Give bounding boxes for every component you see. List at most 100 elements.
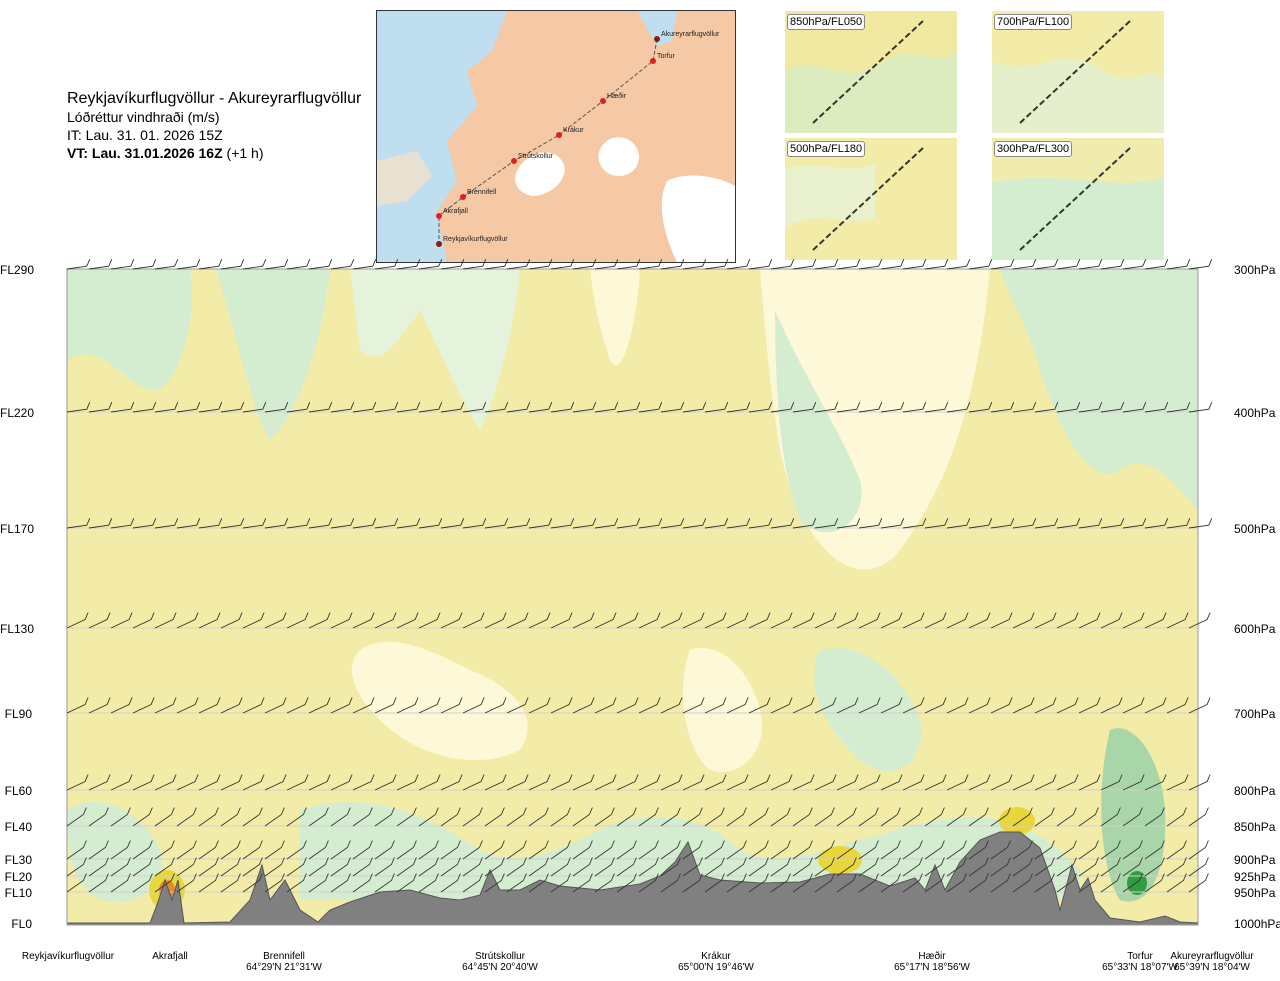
wind-barb <box>924 697 947 714</box>
map-place-marker <box>556 132 562 138</box>
wind-barb <box>440 857 461 877</box>
wind-barb <box>374 697 397 714</box>
wind-barb <box>902 518 927 529</box>
wind-barb <box>858 807 879 827</box>
wind-barb <box>88 402 113 413</box>
cross-section-chart <box>66 259 1213 926</box>
wind-barb <box>660 857 681 877</box>
map-place-label: Krákur <box>563 127 584 134</box>
wind-barb <box>616 873 637 893</box>
wind-barb <box>1122 402 1147 413</box>
wind-barb <box>924 612 947 629</box>
wind-barb <box>1166 774 1189 791</box>
panel-500-route <box>812 147 924 251</box>
fl-label-130: FL130 <box>0 622 35 636</box>
wind-barb <box>242 873 263 893</box>
wind-barb <box>550 774 573 791</box>
wind-barb <box>836 857 857 877</box>
wind-barb <box>462 774 485 791</box>
wind-barb <box>66 774 89 791</box>
wind-barb <box>594 402 619 413</box>
panel-300: 300hPa/FL300 <box>992 138 1164 260</box>
map-route-group: Akureyrarflugvöllur Torfur Hæðir Krákur Strú… <box>436 31 720 247</box>
wind-barb <box>176 774 199 791</box>
wind-barb <box>1056 518 1081 529</box>
wind-barb <box>990 857 1011 877</box>
wind-barb <box>1078 873 1099 893</box>
wind-barb <box>1034 807 1055 827</box>
wind-barb <box>572 857 593 877</box>
wind-barb <box>528 840 549 860</box>
wind-barb <box>1012 840 1033 860</box>
wind-barb <box>792 402 817 413</box>
wind-barb <box>550 857 571 877</box>
fl-label-220: FL220 <box>0 406 35 420</box>
wind-barb <box>1166 518 1191 529</box>
field-region <box>775 310 862 533</box>
wind-barb <box>550 259 575 270</box>
wind-barb <box>418 807 439 827</box>
location-coord: 64°45'N 20°40'W <box>462 962 538 973</box>
valid-time-offset: (+1 h) <box>222 145 264 161</box>
wind-barb <box>550 612 573 629</box>
wind-barb <box>682 840 703 860</box>
wind-barb <box>836 840 857 860</box>
wind-barb <box>176 259 201 270</box>
wind-barb <box>770 807 791 827</box>
wind-barb <box>308 807 329 827</box>
wind-barb <box>814 840 835 860</box>
wind-barb <box>396 840 417 860</box>
wind-barb <box>792 518 817 529</box>
wind-barb <box>352 873 373 893</box>
wind-barb <box>858 840 879 860</box>
wind-barb <box>880 774 903 791</box>
wind-barb <box>462 840 483 860</box>
wind-barb <box>1056 857 1077 877</box>
field-region <box>682 648 762 772</box>
wind-barb <box>418 697 441 714</box>
wind-barb <box>418 840 439 860</box>
field-region <box>67 269 192 391</box>
wind-barb <box>220 840 241 860</box>
wind-barb <box>1078 518 1103 529</box>
wind-barb <box>968 612 991 629</box>
wind-barb <box>264 857 285 877</box>
wind-barb <box>726 774 749 791</box>
wind-barb <box>880 857 901 877</box>
wind-barb <box>1034 697 1057 714</box>
field-region <box>818 846 862 874</box>
wind-barb <box>550 518 575 529</box>
wind-barb <box>1144 807 1165 827</box>
map-place-label: Hæðir <box>607 92 627 100</box>
wind-barb <box>814 873 835 893</box>
wind-barb <box>220 807 241 827</box>
wind-barb <box>1188 259 1213 270</box>
wind-barb <box>704 857 725 877</box>
panel-500-label: 500hPa/FL180 <box>787 141 866 157</box>
panel-300-route <box>1019 147 1131 251</box>
wind-barb <box>704 807 725 827</box>
wind-barb <box>902 402 927 413</box>
wind-barb <box>396 612 419 629</box>
wind-barb <box>110 774 133 791</box>
wind-barb <box>1056 807 1077 827</box>
wind-barb <box>814 612 837 629</box>
wind-barb <box>638 612 661 629</box>
wind-barb <box>1012 612 1035 629</box>
wind-barb <box>462 857 483 877</box>
wind-barb <box>682 873 703 893</box>
wind-barb <box>330 807 351 827</box>
wind-barb <box>1100 612 1123 629</box>
wind-barb <box>66 857 87 877</box>
valid-time-bold: VT: Lau. 31.01.2026 16Z <box>67 145 223 161</box>
wind-barb <box>528 612 551 629</box>
wind-barb <box>66 840 87 860</box>
wind-barb <box>352 807 373 827</box>
wind-barb <box>990 807 1011 827</box>
fl-label-0: FL0 <box>11 917 32 931</box>
wind-barb <box>1078 840 1099 860</box>
wind-barb <box>1188 873 1209 893</box>
wind-barb <box>572 402 597 413</box>
wind-barb <box>1166 840 1187 860</box>
wind-barb <box>132 697 155 714</box>
